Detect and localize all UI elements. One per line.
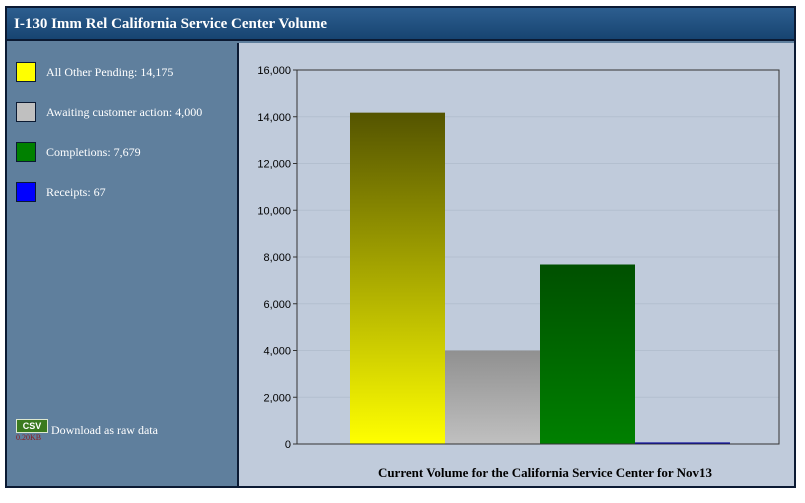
legend-item-completions[interactable]: Completions: 7,679 (16, 141, 141, 163)
legend-label: Receipts: 67 (46, 184, 106, 199)
chart-panel: 0 2,000 4,000 6,000 8,000 10,000 12,000 14,000 1… (239, 43, 794, 486)
y-tick-label: 12,000 (257, 159, 291, 171)
legend-label: Completions: 7,679 (46, 144, 141, 159)
bar-awaiting-customer-action[interactable] (445, 350, 540, 445)
legend-swatch (16, 142, 36, 162)
download-label: Download as raw data (51, 423, 158, 437)
csv-icon: CSV (16, 419, 48, 433)
legend-sidebar: All Other Pending: 14,175 Awaiting custo… (7, 43, 239, 486)
legend-swatch (16, 62, 36, 82)
legend-label: Awaiting customer action: 4,000 (46, 104, 203, 119)
bar-chart: 0 2,000 4,000 6,000 8,000 10,000 12,000 14,000 1… (257, 65, 780, 480)
bar-all-other-pending[interactable] (350, 112, 445, 445)
y-tick-label: 10,000 (257, 205, 291, 217)
bar-receipts[interactable] (635, 442, 730, 444)
legend-item-awaiting-customer-action[interactable]: Awaiting customer action: 4,000 (16, 101, 202, 123)
y-tick-label: 16,000 (257, 65, 291, 77)
legend-swatch (16, 182, 36, 202)
chart-widget: I-130 Imm Rel California Service Center … (5, 6, 796, 488)
legend-swatch (16, 102, 36, 122)
y-tick-label: 6,000 (263, 299, 291, 311)
y-tick-label: 8,000 (263, 252, 291, 264)
legend-label: All Other Pending: 14,175 (46, 64, 174, 79)
y-tick-label: 0 (285, 439, 291, 451)
y-tick-label: 14,000 (257, 112, 291, 124)
legend-item-receipts[interactable]: Receipts: 67 (16, 181, 106, 203)
chart-title: Current Volume for the California Servic… (378, 465, 713, 480)
y-tick-label: 2,000 (263, 392, 291, 404)
bar-completions[interactable] (540, 264, 635, 444)
legend-item-all-other-pending[interactable]: All Other Pending: 14,175 (16, 61, 173, 83)
widget-title: I-130 Imm Rel California Service Center … (7, 8, 794, 41)
y-tick-label: 4,000 (263, 346, 291, 358)
plot-border (296, 69, 780, 445)
csv-file-size: 0.20KB (16, 433, 42, 442)
